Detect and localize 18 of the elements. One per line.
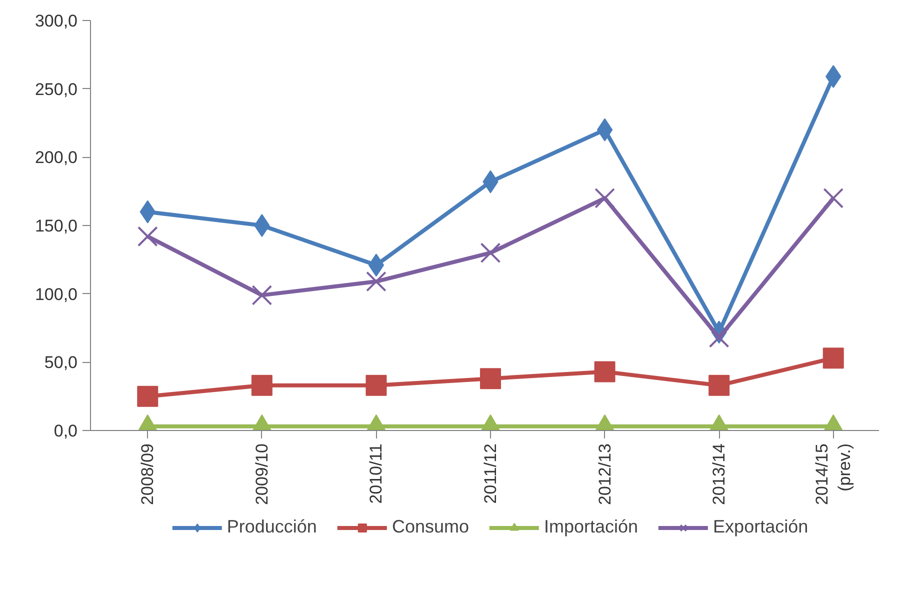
y-tick-label: 300,0 <box>34 12 78 30</box>
y-tick-label: 150,0 <box>34 216 78 236</box>
y-tick-label: 200,0 <box>34 148 78 168</box>
y-tick-label: 100,0 <box>34 284 78 304</box>
x-tick-label: 2013/14 <box>710 444 729 505</box>
legend-label: Producción <box>226 516 317 538</box>
legend-label: Exportación <box>713 516 808 538</box>
legend-label: Consumo <box>392 516 469 538</box>
x-tick-label: 2011/12 <box>481 443 500 504</box>
x-tick-label: 2008/09 <box>138 444 158 505</box>
legend-label: Importación <box>544 516 638 538</box>
x-tick-label: 2012/13 <box>595 443 614 505</box>
y-tick-label: 0,0 <box>54 422 78 440</box>
x-tick-label: 2009/10 <box>252 444 272 505</box>
x-tick-label: 2010/11 <box>366 443 386 504</box>
y-tick-label: 250,0 <box>34 80 78 99</box>
y-tick-label: 50,0 <box>44 353 78 372</box>
x-tick-label: 2014/15 (prev.) <box>812 443 854 505</box>
